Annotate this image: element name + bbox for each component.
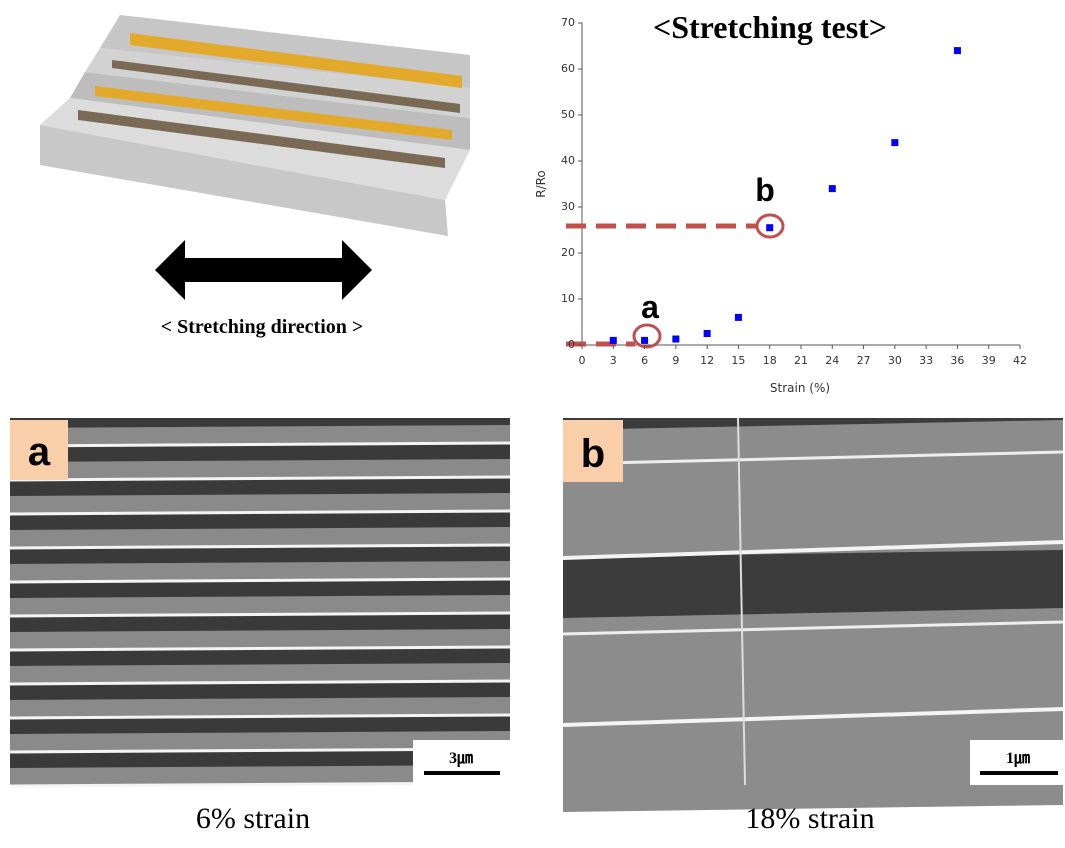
sem-image bbox=[10, 418, 510, 786]
panel-caption: 6% strain bbox=[196, 802, 310, 835]
data-point bbox=[735, 314, 742, 321]
x-axis-label: Strain (%) bbox=[770, 381, 830, 395]
data-point bbox=[672, 336, 679, 343]
y-tick-label: 40 bbox=[561, 154, 575, 167]
y-tick-label: 70 bbox=[561, 16, 575, 29]
scale-bar-label: 1㎛ bbox=[1006, 750, 1030, 768]
panel-caption: 18% strain bbox=[745, 802, 874, 835]
x-tick-label: 0 bbox=[579, 354, 586, 367]
illustration-caption: < Stretching direction > bbox=[161, 316, 364, 338]
y-tick-label: 50 bbox=[561, 108, 575, 121]
chart-title: <Stretching test> bbox=[653, 9, 887, 45]
x-tick-label: 33 bbox=[919, 354, 933, 367]
sem-stripe bbox=[563, 420, 1063, 557]
y-tick-label: 20 bbox=[561, 246, 575, 259]
y-tick-label: 0 bbox=[568, 338, 575, 351]
x-tick-label: 21 bbox=[794, 354, 808, 367]
y-axis-label: R/Ro bbox=[534, 170, 548, 198]
x-tick-label: 9 bbox=[672, 354, 679, 367]
x-tick-label: 18 bbox=[763, 354, 777, 367]
scale-bar-label: 3㎛ bbox=[449, 750, 473, 768]
x-tick-label: 24 bbox=[825, 354, 839, 367]
x-tick-label: 12 bbox=[700, 354, 714, 367]
figure: < Stretching direction > <Stretching tes… bbox=[0, 0, 1065, 848]
panel-label: a bbox=[28, 430, 51, 474]
data-point bbox=[829, 185, 836, 192]
x-tick-label: 3 bbox=[610, 354, 617, 367]
data-point bbox=[891, 139, 898, 146]
panel-label: b bbox=[581, 432, 605, 476]
data-point bbox=[704, 330, 711, 337]
x-tick-label: 6 bbox=[641, 354, 648, 367]
y-tick-label: 60 bbox=[561, 62, 575, 75]
x-tick-label: 42 bbox=[1013, 354, 1027, 367]
x-tick-label: 39 bbox=[982, 354, 996, 367]
x-tick-label: 27 bbox=[857, 354, 871, 367]
annotation-label: a bbox=[641, 289, 659, 325]
x-tick-label: 30 bbox=[888, 354, 902, 367]
x-tick-label: 36 bbox=[950, 354, 964, 367]
data-point bbox=[641, 337, 648, 344]
y-tick-label: 10 bbox=[561, 292, 575, 305]
data-point bbox=[954, 47, 961, 54]
device-illustration bbox=[40, 15, 470, 236]
stretch-arrow bbox=[155, 240, 372, 300]
data-point bbox=[610, 337, 617, 344]
y-tick-label: 30 bbox=[561, 200, 575, 213]
x-tick-label: 15 bbox=[731, 354, 745, 367]
data-point bbox=[766, 224, 773, 231]
annotation-label: b bbox=[755, 172, 775, 208]
